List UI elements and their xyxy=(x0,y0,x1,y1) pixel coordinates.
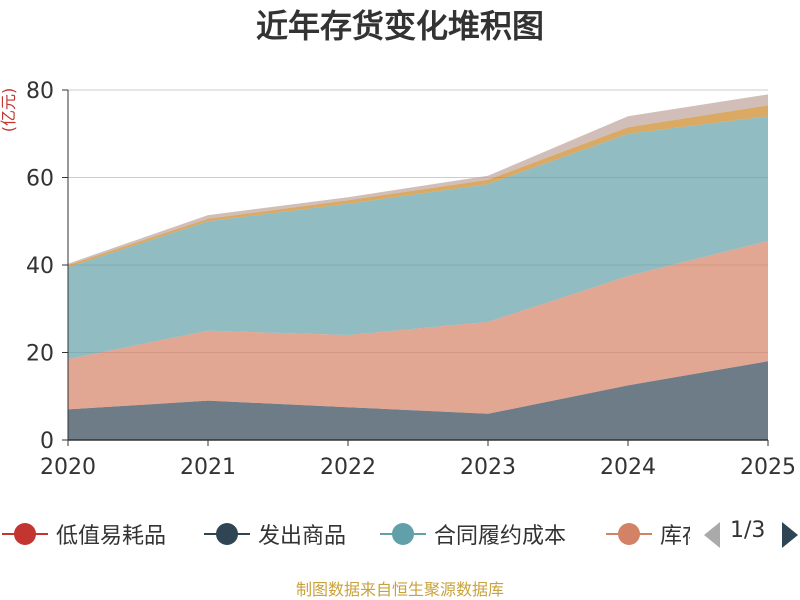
y-tick-label: 60 xyxy=(26,167,54,192)
x-tick-label: 2020 xyxy=(40,455,96,480)
legend-label: 合同履约成本 xyxy=(434,524,567,549)
area-库存商品 xyxy=(68,240,768,414)
x-tick-label: 2021 xyxy=(180,455,236,480)
legend-item[interactable]: 库存商品 xyxy=(604,512,690,556)
y-tick-label: 20 xyxy=(26,342,54,367)
area-合同履约成本 xyxy=(68,116,768,360)
legend-item[interactable]: 发出商品 xyxy=(202,512,346,556)
y-tick-label: 0 xyxy=(40,429,54,454)
x-tick-label: 2023 xyxy=(460,455,516,480)
legend-prev-page-icon[interactable] xyxy=(704,522,720,548)
legend-marker-icon xyxy=(0,512,50,556)
y-tick-label: 80 xyxy=(26,79,54,104)
legend-items: 低值易耗品 发出商品 合同履约成本 库存商品 xyxy=(0,512,690,556)
legend-label: 发出商品 xyxy=(258,524,347,549)
legend-label: 低值易耗品 xyxy=(56,524,167,549)
legend-label: 库存商品 xyxy=(660,524,690,549)
legend-marker-icon xyxy=(202,512,252,556)
axes: 0 20 40 60 80 2020 2021 2022 2023 2024 2025 xyxy=(26,79,796,480)
y-tick-label: 40 xyxy=(26,254,54,279)
area-原材料 xyxy=(68,105,768,268)
legend-item[interactable]: 合同履约成本 xyxy=(378,512,566,556)
legend-marker-icon xyxy=(378,512,428,556)
legend-page-indicator: 1/3 xyxy=(730,518,766,543)
legend: 低值易耗品 发出商品 合同履约成本 库存商品 1/3 xyxy=(0,512,800,556)
area-series xyxy=(68,94,768,440)
legend-marker-icon xyxy=(604,512,654,556)
area-低值易耗品 xyxy=(68,94,768,265)
source-note: 制图数据来自恒生聚源数据库 xyxy=(295,580,504,599)
chart-title: 近年存货变化堆积图 xyxy=(255,7,544,45)
x-tick-label: 2022 xyxy=(320,455,376,480)
y-axis-unit-label: (亿元) xyxy=(0,88,18,133)
legend-next-page-icon[interactable] xyxy=(782,522,798,548)
legend-item[interactable]: 低值易耗品 xyxy=(0,512,166,556)
area-发出商品 xyxy=(68,361,768,440)
x-tick-label: 2025 xyxy=(740,455,796,480)
x-tick-label: 2024 xyxy=(600,455,656,480)
